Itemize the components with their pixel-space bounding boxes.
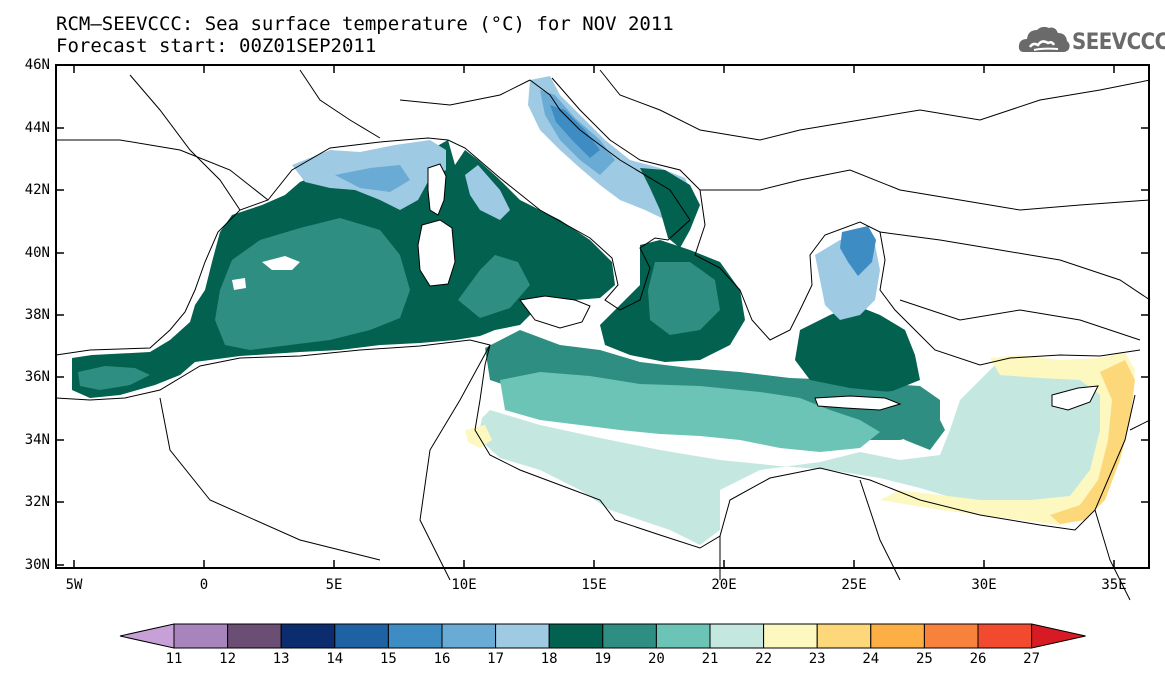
x-tick-label: 0 bbox=[199, 577, 209, 593]
colorbar-swatch bbox=[173, 623, 229, 649]
y-tick-label: 34N bbox=[24, 432, 50, 448]
map-title: RCM–SEEVCCC: Sea surface temperature (°C… bbox=[56, 13, 674, 35]
colorbar-swatch bbox=[280, 623, 336, 649]
x-tick-label: 10E bbox=[451, 577, 477, 593]
ligurian-18 bbox=[465, 165, 510, 220]
y-tick-label: 38N bbox=[24, 307, 50, 323]
coastlines bbox=[55, 69, 1151, 601]
colorbar-swatch bbox=[334, 623, 389, 649]
colorbar-label: 21 bbox=[701, 651, 719, 667]
colorbar-swatch bbox=[602, 623, 657, 649]
x-tick-label: 20E bbox=[711, 577, 737, 593]
balearics bbox=[232, 256, 300, 290]
colorbar-swatch bbox=[495, 623, 550, 649]
x-tick-label: 35E bbox=[1101, 577, 1127, 593]
colorbar-swatch bbox=[816, 623, 872, 649]
aegean-16 bbox=[840, 226, 876, 276]
colorbar-swatch bbox=[387, 623, 443, 649]
x-tick-label: 30E bbox=[971, 577, 997, 593]
colorbar-label: 19 bbox=[594, 651, 612, 667]
y-tick-label: 32N bbox=[24, 494, 50, 510]
sardinia bbox=[418, 220, 455, 286]
colorbar-swatch bbox=[655, 623, 711, 649]
forecast-start-subtitle: Forecast start: 00Z01SEP2011 bbox=[56, 35, 377, 57]
corsica bbox=[428, 164, 446, 215]
colorbar-label: 16 bbox=[433, 651, 451, 667]
adriatic-16 bbox=[550, 105, 600, 158]
colorbar-swatch bbox=[977, 623, 1033, 649]
y-tick-label: 40N bbox=[24, 245, 50, 261]
central-med-21 bbox=[500, 372, 880, 452]
colorbar-swatch bbox=[548, 623, 604, 649]
colorbar-label: 14 bbox=[326, 651, 344, 667]
alboran-20 bbox=[78, 366, 150, 390]
y-axis-ticks bbox=[56, 64, 1149, 566]
colorbar-max-arrow bbox=[1031, 623, 1086, 649]
x-tick-label: 25E bbox=[841, 577, 867, 593]
aegean-19 bbox=[795, 305, 920, 392]
colorbar-swatch bbox=[763, 623, 818, 649]
colorbar-label: 18 bbox=[540, 651, 558, 667]
colorbar-min-arrow bbox=[119, 623, 175, 649]
y-tick-label: 30N bbox=[24, 557, 50, 573]
western-basin-20 bbox=[215, 218, 410, 350]
colorbar-label: 22 bbox=[755, 651, 773, 667]
map-frame bbox=[55, 64, 1150, 569]
colorbar-swatch bbox=[923, 623, 979, 649]
colorbar-label: 25 bbox=[915, 651, 933, 667]
colorbar-label: 15 bbox=[379, 651, 397, 667]
x-tick-label: 5E bbox=[325, 577, 343, 593]
adriatic-south-19 bbox=[640, 168, 700, 248]
colorbar bbox=[119, 623, 1086, 649]
y-tick-label: 46N bbox=[24, 57, 50, 73]
colorbar-label: 24 bbox=[862, 651, 880, 667]
colorbar-label: 20 bbox=[647, 651, 665, 667]
colorbar-swatch bbox=[870, 623, 925, 649]
colorbar-label: 11 bbox=[165, 651, 183, 667]
colorbar-label: 13 bbox=[272, 651, 290, 667]
colorbar-label: 12 bbox=[219, 651, 237, 667]
x-tick-label: 5W bbox=[65, 577, 83, 593]
colorbar-label: 26 bbox=[969, 651, 987, 667]
colorbar-swatch bbox=[441, 623, 497, 649]
x-axis-ticks bbox=[73, 65, 1115, 568]
levantine-24 bbox=[1050, 360, 1135, 524]
colorbar-swatch bbox=[709, 623, 765, 649]
logo-text: SEEVCCC bbox=[1072, 30, 1165, 55]
colorbar-swatch bbox=[227, 623, 282, 649]
colorbar-label: 17 bbox=[487, 651, 505, 667]
colorbar-label: 23 bbox=[808, 651, 826, 667]
ionian-20 bbox=[648, 262, 720, 335]
y-tick-label: 44N bbox=[24, 120, 50, 136]
sst-field bbox=[72, 76, 1135, 545]
crete bbox=[815, 396, 900, 410]
y-tick-label: 36N bbox=[24, 369, 50, 385]
seevccc-logo: SEEVCCC bbox=[1018, 22, 1165, 58]
gulf-of-lion-17 bbox=[335, 165, 410, 192]
colorbar-label: 27 bbox=[1023, 651, 1041, 667]
tyrrhenian-20 bbox=[458, 255, 530, 318]
cloud-logo-icon bbox=[1018, 26, 1070, 52]
sicily bbox=[520, 296, 590, 328]
y-tick-label: 42N bbox=[24, 182, 50, 198]
x-tick-label: 15E bbox=[581, 577, 607, 593]
